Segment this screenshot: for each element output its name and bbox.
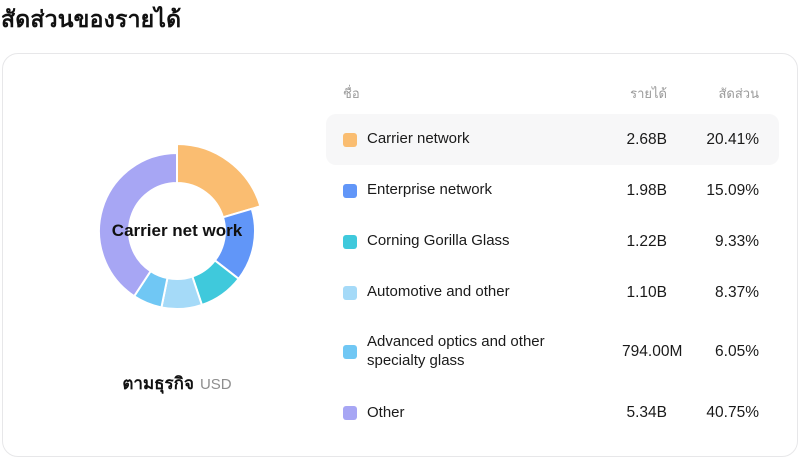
donut-segment-other[interactable]	[98, 152, 178, 298]
donut-segment-carrier-network[interactable]	[176, 143, 262, 219]
series-share: 6.05%	[715, 342, 759, 360]
series-share: 20.41%	[706, 130, 759, 148]
legend-row[interactable]: Carrier network 2.68B 20.41%	[326, 114, 779, 165]
series-color-swatch	[343, 234, 357, 249]
series-label: Enterprise network	[367, 181, 493, 199]
series-revenue: 1.22B	[626, 232, 667, 250]
chart-caption: ตามธุรกิจ USD	[47, 370, 307, 397]
legend-row[interactable]: Other 5.34B 40.75%	[326, 385, 779, 441]
series-color-swatch	[343, 406, 357, 420]
legend-row-name: Advanced optics and other specialty glas…	[343, 333, 596, 371]
series-color-swatch	[343, 132, 357, 147]
series-revenue: 2.68B	[626, 130, 667, 148]
series-revenue: 1.10B	[626, 283, 667, 301]
donut-chart: Carrier net work	[67, 121, 287, 341]
donut-chart-svg	[98, 143, 262, 310]
legend-row[interactable]: Corning Gorilla Glass 1.22B 9.33%	[326, 216, 779, 267]
legend-rows: Carrier network 2.68B 20.41% Enterprise …	[326, 114, 779, 441]
header-share: สัดส่วน	[718, 86, 760, 101]
legend-row-name: Corning Gorilla Glass	[343, 232, 563, 251]
series-label: Other	[367, 403, 405, 421]
header-name: ชื่อ	[343, 86, 360, 101]
series-color-swatch	[343, 344, 357, 359]
series-color-swatch	[343, 183, 357, 198]
legend-row-name: Enterprise network	[343, 181, 563, 200]
chart-caption-text: ตามธุรกิจ	[122, 374, 194, 393]
series-share: 9.33%	[715, 232, 759, 250]
header-revenue: รายได้	[630, 86, 667, 101]
legend-row-name: Automotive and other	[343, 283, 563, 302]
series-label: Corning Gorilla Glass	[367, 232, 510, 250]
legend-row[interactable]: Advanced optics and other specialty glas…	[326, 318, 779, 385]
series-revenue: 1.98B	[626, 181, 667, 199]
series-revenue: 5.34B	[626, 404, 667, 421]
legend-row-name: Other	[343, 404, 563, 423]
legend-header: ชื่อ รายได้ สัดส่วน	[326, 81, 779, 114]
series-share: 8.37%	[715, 283, 759, 301]
revenue-share-card: Carrier net work ตามธุรกิจ USD ชื่อ รายได…	[2, 53, 798, 457]
series-label: Advanced optics and other specialty glas…	[367, 332, 545, 369]
page-title: สัดส่วนของรายได้	[1, 6, 182, 32]
chart-caption-unit: USD	[199, 376, 232, 393]
series-revenue: 794.00M	[622, 342, 683, 360]
series-label: Carrier network	[367, 130, 470, 148]
legend-table: ชื่อ รายได้ สัดส่วน Carrier network 2.68…	[326, 81, 779, 441]
series-share: 15.09%	[706, 181, 759, 199]
series-share: 40.75%	[706, 404, 759, 421]
legend-row[interactable]: Automotive and other 1.10B 8.37%	[326, 267, 779, 318]
series-color-swatch	[343, 285, 357, 300]
legend-row-name: Carrier network	[343, 130, 563, 149]
legend-row[interactable]: Enterprise network 1.98B 15.09%	[326, 165, 779, 216]
series-label: Automotive and other	[367, 283, 510, 301]
